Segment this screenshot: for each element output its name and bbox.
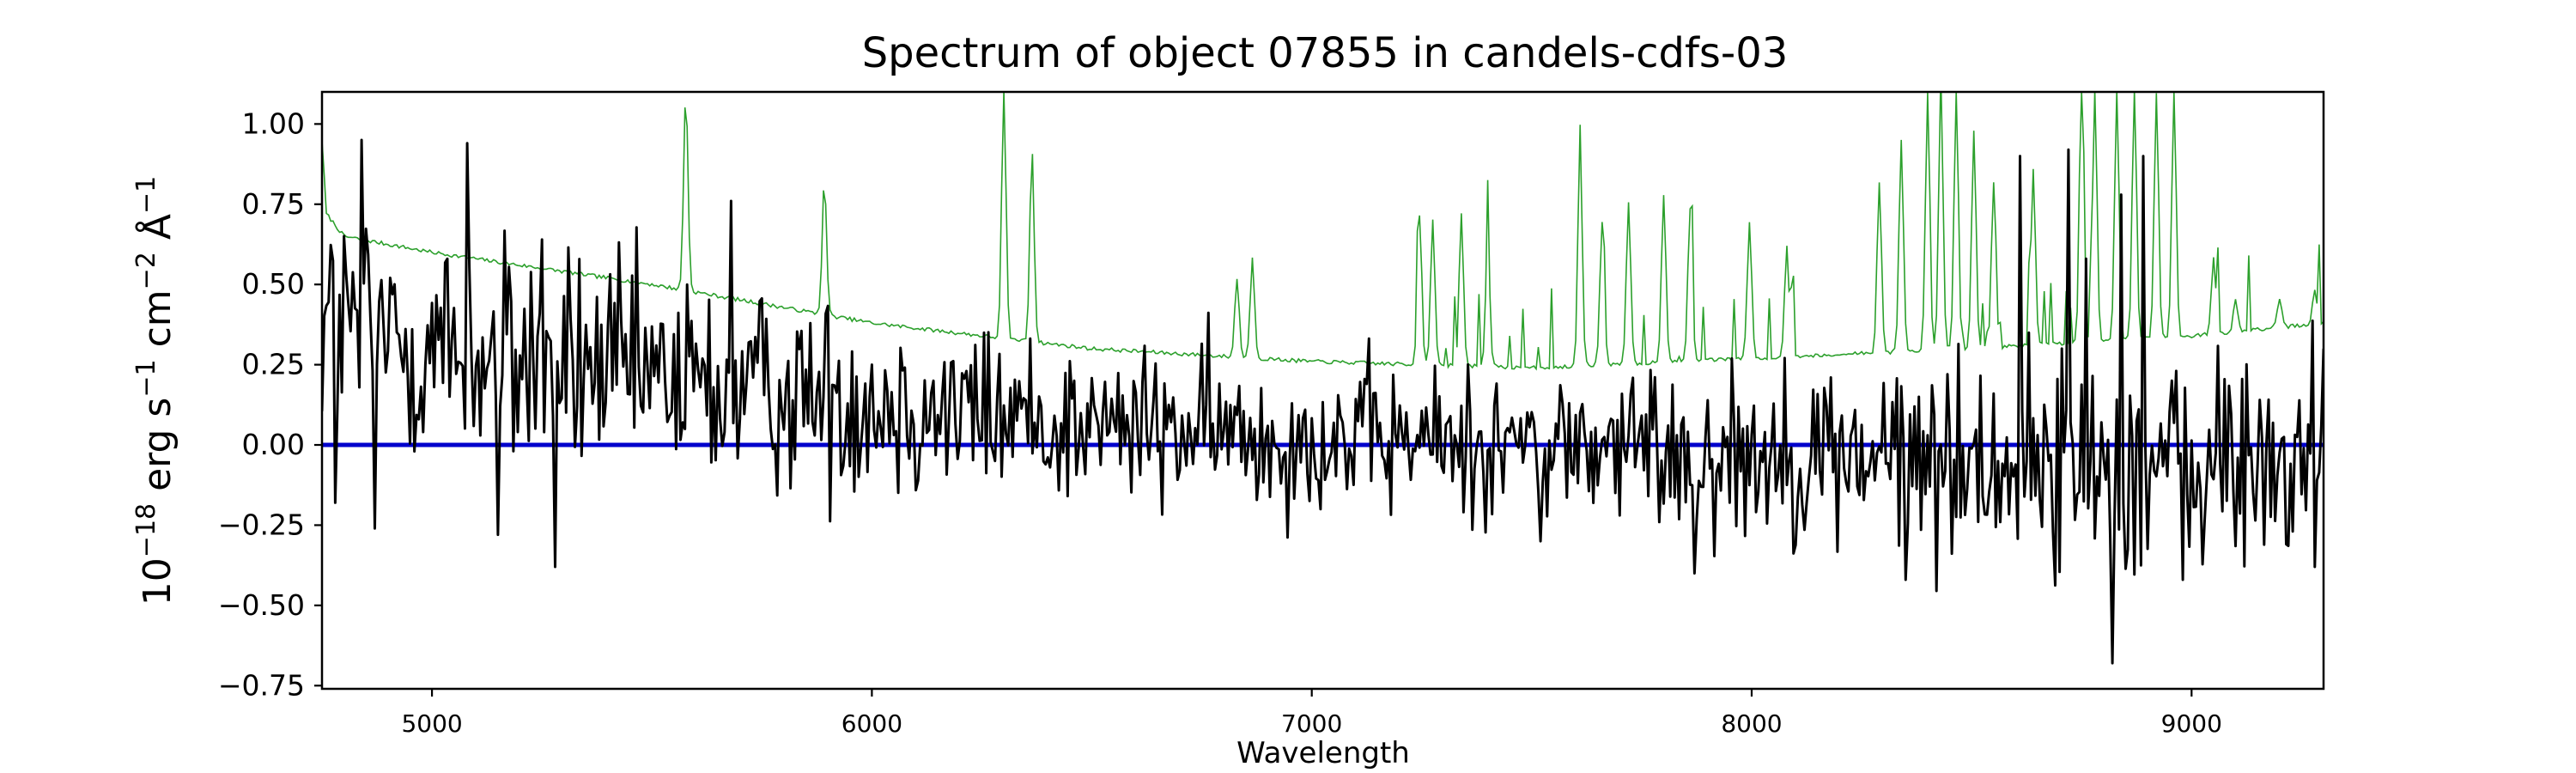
y-label-cm: cm: [136, 289, 179, 359]
plot-frame: [320, 90, 2325, 691]
x-tick-label: 9000: [2161, 709, 2222, 738]
y-label-exp-cm: −2: [131, 252, 161, 289]
x-tick-label: 7000: [1281, 709, 1342, 738]
series-layer: [322, 92, 2324, 665]
chart-title: Spectrum of object 07855 in candels-cdfs…: [862, 29, 1789, 77]
y-label-erg: erg s: [136, 398, 179, 503]
y-axis: −0.75 −0.50 −0.25 0.00 0.25 0.50 0.75 1.00: [218, 107, 322, 702]
y-tick-label: −0.75: [218, 668, 305, 702]
y-tick-label: −0.25: [218, 508, 305, 541]
y-label-exp-a: −1: [131, 176, 161, 214]
flux-spectrum-line: [322, 138, 2324, 665]
y-tick-label: 0.25: [242, 348, 305, 381]
y-tick-label: 0.50: [242, 267, 305, 301]
y-tick-label: 0.00: [242, 428, 305, 461]
error-spectrum-line: [322, 92, 2324, 371]
y-label-angstrom: Å: [134, 214, 179, 252]
y-tick-label: −0.50: [218, 588, 305, 622]
plot-area: [320, 90, 2325, 691]
y-tick-label: 1.00: [242, 107, 305, 140]
x-tick-label: 8000: [1721, 709, 1782, 738]
x-axis-label: Wavelength: [1236, 736, 1410, 770]
y-label-exp-power: −18: [131, 503, 161, 557]
x-axis: 5000 6000 7000 8000 9000: [401, 689, 2222, 738]
y-axis-label: 10−18 erg s−1 cm−2 Å−1: [131, 176, 179, 606]
y-label-base: 10: [136, 557, 179, 606]
y-label-exp-s: −1: [131, 359, 161, 397]
x-tick-label: 6000: [841, 709, 902, 738]
x-tick-label: 5000: [401, 709, 462, 738]
y-tick-label: 0.75: [242, 187, 305, 221]
